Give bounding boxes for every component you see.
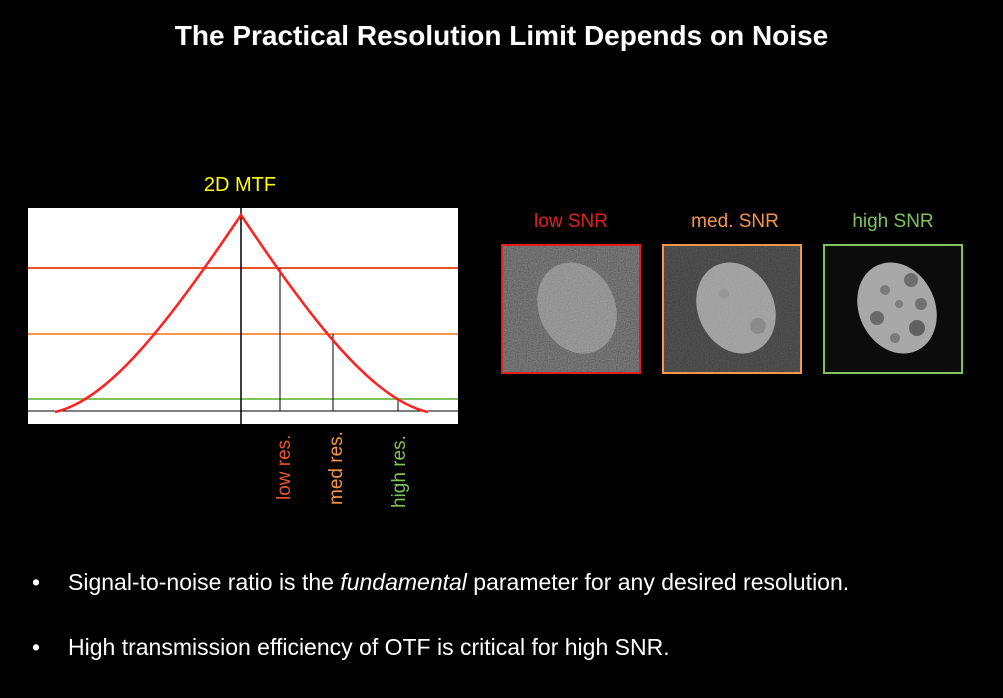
bullet-text-1: Signal-to-noise ratio is the fundamental… xyxy=(68,569,849,596)
res-label-med: med res. xyxy=(326,431,347,505)
snr-label-low: low SNR xyxy=(534,211,608,232)
slide-title: The Practical Resolution Limit Depends o… xyxy=(174,20,829,51)
mtf-label: 2D MTF xyxy=(203,174,277,196)
snr-image-med xyxy=(662,244,802,374)
bullet-text-2: High transmission efficiency of OTF is c… xyxy=(68,634,670,660)
res-label-low: low res. xyxy=(274,434,295,500)
bullet-text-1-emphasis: fundamental xyxy=(340,569,467,595)
mtf-plot-background xyxy=(28,208,458,424)
snr-image-high xyxy=(823,244,963,374)
res-label-high: high res. xyxy=(389,435,410,508)
snr-label-high: high SNR xyxy=(852,211,934,232)
snr-image-low xyxy=(501,244,641,374)
snr-label-med: med. SNR xyxy=(691,211,779,232)
bullet-dot: • xyxy=(32,569,41,595)
mtf-curve xyxy=(54,212,429,414)
bullet-text-1-start: Signal-to-noise ratio is the xyxy=(68,569,341,595)
mtf-plot xyxy=(28,208,458,424)
bullet-dot: • xyxy=(32,634,41,660)
bullet-text-1-end: parameter for any desired resolution. xyxy=(466,569,850,595)
